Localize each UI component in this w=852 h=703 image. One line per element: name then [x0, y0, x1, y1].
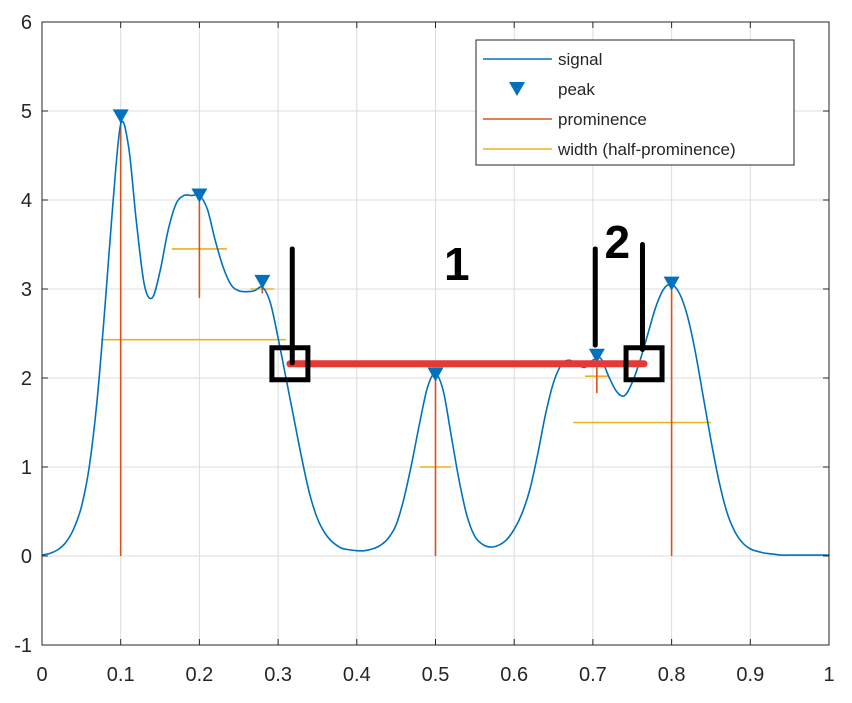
x-tick-label: 0.3	[264, 664, 292, 686]
x-tick-label: 0.5	[422, 664, 450, 686]
legend-peak-icon	[509, 82, 525, 96]
legend-label: signal	[558, 50, 602, 69]
annotation-label: 1	[444, 238, 470, 290]
x-tick-label: 0.9	[736, 664, 764, 686]
width-lines	[101, 248, 711, 468]
x-tick-label: 1	[823, 664, 834, 686]
legend: signal peak prominence width (half-prominen…	[475, 39, 795, 166]
peak-marker	[112, 109, 129, 124]
legend-label: width (half-prominence)	[557, 140, 736, 159]
x-tick-label: 0.2	[185, 664, 213, 686]
y-tick-label: 1	[21, 457, 32, 479]
axes	[41, 21, 830, 646]
peak-marker	[427, 367, 444, 382]
y-tick-label: -1	[14, 635, 32, 657]
peak-marker	[588, 348, 605, 363]
peak-marker	[254, 274, 271, 289]
peak-marker	[191, 188, 208, 203]
legend-label: prominence	[558, 110, 647, 129]
annotation-label: 2	[605, 216, 631, 268]
legend-label: peak	[558, 80, 595, 99]
y-tick-label: 3	[21, 279, 32, 301]
peak-marker	[663, 276, 680, 291]
y-tick-label: 5	[21, 101, 32, 123]
y-tick-label: 6	[21, 12, 32, 34]
x-tick-label: 0.1	[107, 664, 135, 686]
prominence-lines	[119, 116, 673, 556]
x-tick-label: 0.4	[343, 664, 371, 686]
x-tick-label: 0.7	[579, 664, 607, 686]
x-tick-label: 0	[36, 664, 47, 686]
y-tick-label: 0	[21, 546, 32, 568]
y-tick-label: 2	[21, 368, 32, 390]
y-tick-label: 4	[21, 190, 32, 212]
x-tick-label: 0.8	[658, 664, 686, 686]
legend-box	[475, 39, 795, 166]
x-tick-label: 0.6	[500, 664, 528, 686]
peak-markers	[112, 109, 680, 382]
